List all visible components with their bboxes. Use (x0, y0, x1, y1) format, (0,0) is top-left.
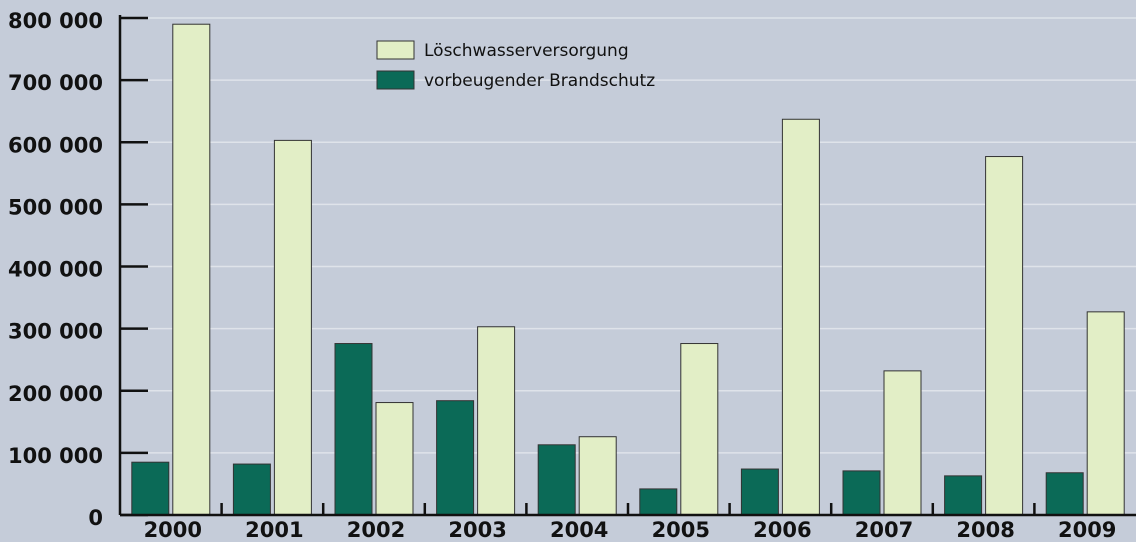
bar (436, 400, 475, 516)
bar (883, 370, 922, 516)
x-tick-label: 2009 (1058, 518, 1116, 542)
x-tick-label: 2002 (347, 518, 405, 542)
y-tick-label: 0 (88, 506, 103, 530)
bar (680, 343, 719, 516)
bar (172, 23, 211, 516)
bar (537, 444, 576, 516)
x-tick-label: 2006 (753, 518, 811, 542)
x-tick-label: 2008 (956, 518, 1014, 542)
bar (477, 326, 516, 516)
x-tick-label: 2004 (550, 518, 608, 542)
legend-swatch (376, 70, 415, 90)
bar (639, 488, 678, 516)
y-tick-label: 200 000 (8, 382, 103, 406)
y-tick-label: 600 000 (8, 133, 103, 157)
x-tick-label: 2003 (448, 518, 506, 542)
legend-label: vorbeugender Brandschutz (424, 71, 655, 91)
y-tick-label: 400 000 (8, 258, 103, 282)
x-tick-label: 2001 (245, 518, 303, 542)
bar (740, 468, 779, 516)
y-tick-label: 300 000 (8, 320, 103, 344)
y-tick-label: 500 000 (8, 195, 103, 219)
bar (1086, 311, 1125, 516)
bar (985, 156, 1024, 516)
bar (944, 475, 983, 516)
bar (842, 470, 881, 516)
legend-label: Löschwasserversorgung (424, 41, 629, 61)
bar (334, 343, 373, 516)
legend-swatch (376, 40, 415, 60)
bar (232, 463, 271, 516)
bar (1045, 472, 1084, 516)
bar (131, 461, 170, 516)
x-tick-label: 2000 (144, 518, 202, 542)
y-tick-label: 100 000 (8, 444, 103, 468)
bar (273, 139, 312, 516)
bar (375, 402, 414, 516)
x-tick-label: 2007 (855, 518, 913, 542)
x-tick-label: 2005 (652, 518, 710, 542)
y-tick-label: 800 000 (8, 9, 103, 33)
bar (781, 118, 820, 516)
y-tick-label: 700 000 (8, 71, 103, 95)
bar (578, 436, 617, 516)
